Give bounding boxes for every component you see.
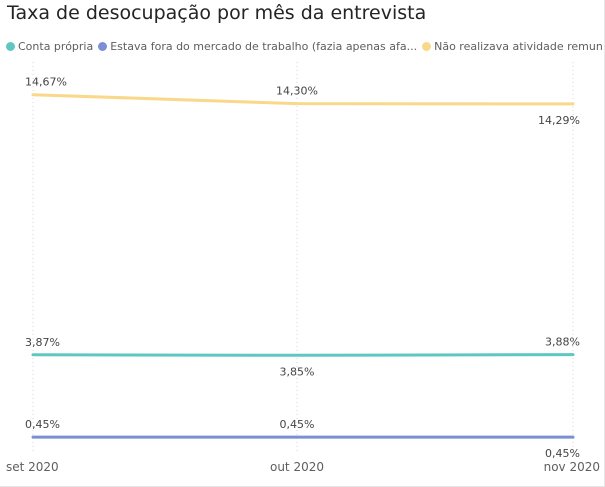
- legend-swatch-fora-mercado: [98, 41, 108, 51]
- data-label-1-1: 0,45%: [280, 418, 315, 431]
- chart-title: Taxa de desocupação por mês da entrevist…: [7, 2, 427, 24]
- data-label-2-0: 14,67%: [25, 76, 67, 89]
- legend-label-nao-remunerada: Não realizava atividade remuner...: [434, 39, 602, 53]
- legend-item-fora-mercado[interactable]: Estava fora do mercado de trabalho (fazi…: [98, 40, 417, 53]
- x-tick-label-0: set 2020: [6, 460, 59, 474]
- x-tick-label-1: out 2020: [270, 460, 324, 474]
- data-label-2-1: 14,30%: [276, 85, 318, 98]
- legend-swatch-nao-remunerada: [422, 41, 432, 51]
- data-label-0-2: 3,88%: [545, 336, 580, 349]
- legend: Conta própria Estava fora do mercado de …: [6, 37, 602, 55]
- data-label-0-1: 3,85%: [280, 365, 315, 378]
- legend-swatch-conta-propria: [6, 41, 15, 51]
- data-label-2-2: 14,29%: [538, 114, 580, 127]
- legend-label-fora-mercado: Estava fora do mercado de trabalho (fazi…: [110, 39, 418, 53]
- legend-item-nao-remunerada[interactable]: Não realizava atividade remuner...: [422, 40, 602, 53]
- x-tick-label-2: nov 2020: [544, 460, 600, 474]
- data-label-0-0: 3,87%: [25, 336, 60, 349]
- data-label-1-0: 0,45%: [25, 418, 60, 431]
- data-label-1-2: 0,45%: [545, 447, 580, 460]
- legend-item-conta-propria[interactable]: Conta própria: [6, 40, 93, 53]
- legend-label-conta-propria: Conta própria: [18, 39, 94, 53]
- series-line-0: [31, 353, 575, 357]
